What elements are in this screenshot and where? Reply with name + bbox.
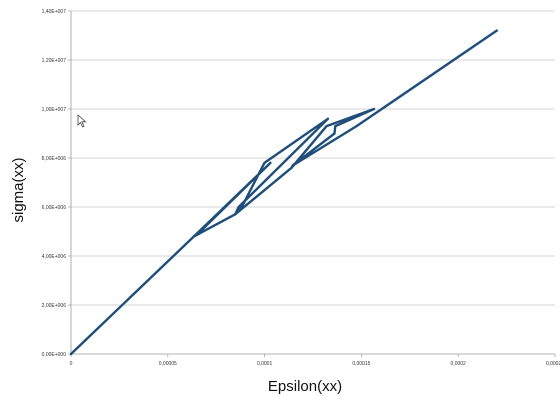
x-tick-label: 0,00025 — [546, 361, 560, 367]
data-point — [325, 125, 328, 128]
cursor-icon — [77, 114, 87, 128]
y-tick-label: 2,00E+006 — [42, 303, 67, 309]
y-tick-label: 1,40E+007 — [42, 9, 67, 15]
data-point — [269, 161, 272, 164]
data-point — [372, 107, 376, 111]
y-tick-label: 0,00E+000 — [42, 352, 67, 358]
x-axis-title: Epsilon(xx) — [268, 378, 342, 395]
data-point — [291, 164, 294, 167]
y-tick-label: 1,20E+007 — [42, 58, 67, 64]
x-tick-label: 0 — [70, 361, 73, 367]
x-tick-label: 0,00005 — [159, 361, 177, 367]
x-tick-label: 0,0002 — [451, 361, 467, 367]
y-axis-title: sigma(xx) — [10, 157, 27, 222]
x-tick-label: 0,00015 — [352, 361, 370, 367]
data-point — [263, 161, 266, 164]
data-point — [234, 213, 237, 216]
data-point — [240, 205, 243, 209]
y-tick-label: 1,00E+007 — [42, 107, 67, 113]
data-point — [334, 125, 337, 128]
data-point — [69, 352, 73, 356]
data-point — [355, 125, 358, 128]
data-point — [495, 29, 498, 32]
gridlines — [71, 10, 555, 306]
y-tick-label: 6,00E+006 — [42, 205, 67, 211]
data-point — [333, 132, 336, 135]
x-tick-label: 0,0001 — [257, 361, 273, 367]
data-point — [196, 232, 199, 236]
data-point — [192, 235, 196, 238]
axes — [68, 10, 556, 357]
series-layer — [69, 29, 498, 356]
data-point — [237, 205, 240, 209]
y-tick-label: 4,00E+006 — [42, 254, 67, 260]
tick-labels: 0,00E+000 2,00E+006 4,00E+006 6,00E+006 8,00… — [42, 9, 560, 367]
data-point — [290, 166, 293, 169]
series-line — [69, 29, 498, 356]
y-tick-label: 8,00E+006 — [42, 156, 67, 162]
data-point — [326, 117, 330, 120]
